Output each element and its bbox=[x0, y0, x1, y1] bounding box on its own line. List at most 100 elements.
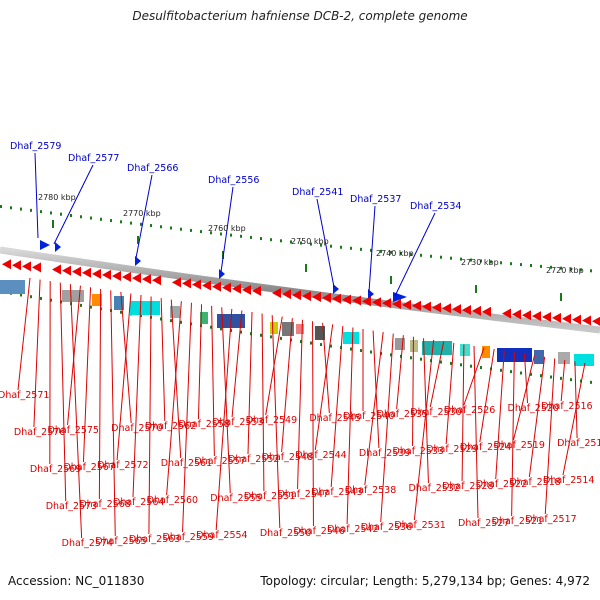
reverse-gene-label: Dhaf_2554 bbox=[196, 530, 247, 541]
reverse-gene-label: Dhaf_2526 bbox=[444, 405, 495, 416]
scale-dot bbox=[160, 317, 162, 321]
reverse-leader-line bbox=[132, 294, 142, 498]
reverse-leader-line bbox=[170, 299, 182, 459]
reverse-gene-arrow bbox=[472, 305, 481, 316]
feature-block bbox=[315, 326, 325, 340]
scale-dot bbox=[330, 244, 332, 248]
reverse-leader-line bbox=[211, 305, 215, 457]
reverse-gene-label: Dhaf_2522 bbox=[476, 479, 527, 490]
scale-dot bbox=[490, 260, 492, 264]
reverse-leader-line bbox=[322, 322, 330, 414]
scale-dot bbox=[40, 210, 42, 214]
feature-block bbox=[0, 280, 25, 294]
reverse-gene-label: Dhaf_2544 bbox=[295, 450, 346, 461]
reverse-leader-line bbox=[247, 311, 253, 455]
scale-dot bbox=[560, 266, 562, 270]
scale-label: 2740 kbp bbox=[376, 249, 414, 258]
forward-leader-line bbox=[394, 212, 436, 297]
reverse-gene-arrow bbox=[142, 274, 151, 285]
scale-dot bbox=[450, 361, 452, 365]
reverse-gene-label: Dhaf_2558 bbox=[178, 419, 229, 430]
scale-dot bbox=[310, 341, 312, 345]
reverse-gene-arrow bbox=[12, 260, 21, 271]
reverse-gene-arrow bbox=[152, 275, 161, 286]
accession-label: Accession: NC_011830 bbox=[8, 574, 145, 588]
reverse-gene-arrow bbox=[352, 295, 361, 306]
reverse-gene-label: Dhaf_2555 bbox=[210, 493, 261, 504]
scale-dot bbox=[30, 208, 32, 212]
forward-gene-label: Dhaf_2541 bbox=[292, 187, 343, 198]
scale-dot bbox=[220, 232, 222, 236]
reverse-gene-arrow bbox=[442, 303, 451, 314]
reverse-gene-label: Dhaf_2569 bbox=[30, 464, 81, 475]
genome-summary: Topology: circular; Length: 5,279,134 bp… bbox=[260, 574, 590, 588]
reverse-gene-arrow bbox=[52, 264, 61, 275]
reverse-gene-arrow bbox=[372, 297, 381, 308]
reverse-gene-labels: Dhaf_2571Dhaf_2576Dhaf_2569Dhaf_2573Dhaf… bbox=[0, 390, 600, 549]
scale-dot bbox=[120, 310, 122, 314]
reverse-leader-line bbox=[160, 298, 166, 422]
scale-dot bbox=[540, 264, 542, 268]
reverse-gene-arrow bbox=[582, 315, 591, 326]
scale-dot bbox=[290, 240, 292, 244]
reverse-leader-line bbox=[562, 362, 586, 476]
scale-dot bbox=[360, 349, 362, 353]
reverse-gene-arrow bbox=[32, 262, 41, 273]
scale-dot bbox=[330, 344, 332, 348]
scale-dot bbox=[300, 339, 302, 343]
reverse-gene-label: Dhaf_2516 bbox=[541, 401, 592, 412]
reverse-gene-label: Dhaf_2560 bbox=[147, 495, 198, 506]
scale-dot bbox=[320, 243, 322, 247]
feature-block bbox=[574, 354, 594, 366]
reverse-gene-arrow bbox=[502, 308, 511, 319]
reverse-leader-line bbox=[512, 355, 536, 441]
scale-dot bbox=[560, 376, 562, 380]
feature-block bbox=[170, 306, 180, 318]
forward-label-leaders bbox=[34, 152, 436, 297]
reverse-leader-line bbox=[231, 310, 243, 418]
reverse-gene-label: Dhaf_2542 bbox=[327, 524, 378, 535]
reverse-gene-arrow bbox=[462, 305, 471, 316]
reverse-leader-line bbox=[221, 307, 231, 494]
reverse-gene-arrow bbox=[2, 259, 11, 270]
reverse-leader-line bbox=[297, 319, 303, 490]
reverse-leader-line bbox=[412, 336, 414, 447]
reverse-gene-label: Dhaf_2538 bbox=[345, 485, 396, 496]
forward-gene-label: Dhaf_2566 bbox=[127, 163, 178, 174]
feature-block bbox=[62, 290, 84, 302]
scale-dot bbox=[160, 225, 162, 229]
reverse-gene-label: Dhaf_2576 bbox=[14, 427, 65, 438]
scale-dot bbox=[400, 251, 402, 255]
scale-dot bbox=[270, 238, 272, 242]
forward-gene-arrow bbox=[333, 284, 339, 294]
reverse-gene-arrow bbox=[292, 290, 301, 301]
reverse-gene-label: Dhaf_2550 bbox=[260, 528, 311, 539]
scale-dot bbox=[50, 298, 52, 302]
reverse-gene-label: Dhaf_2527 bbox=[458, 518, 509, 529]
reverse-leader-line bbox=[528, 356, 546, 478]
forward-leader-line bbox=[316, 198, 335, 288]
scale-dot bbox=[470, 258, 472, 262]
forward-gene-arrow bbox=[135, 256, 141, 266]
reverse-gene-arrow bbox=[202, 280, 211, 291]
scale-dot bbox=[210, 231, 212, 235]
reverse-gene-arrow bbox=[272, 288, 281, 299]
feature-block bbox=[270, 322, 278, 334]
reverse-leader-line bbox=[69, 284, 83, 539]
reverse-gene-label: Dhaf_2551 bbox=[244, 491, 295, 502]
scale-dot bbox=[530, 372, 532, 376]
scale-dot bbox=[280, 336, 282, 340]
scale-dot bbox=[150, 224, 152, 228]
reverse-gene-label: Dhaf_2564 bbox=[113, 497, 164, 508]
forward-leader-line bbox=[53, 164, 94, 245]
scale-dot bbox=[510, 262, 512, 266]
reverse-gene-arrow bbox=[252, 285, 261, 296]
reverse-leader-line bbox=[560, 359, 566, 402]
reverse-gene-label: Dhaf_2565 bbox=[95, 536, 146, 547]
reverse-leader-line bbox=[479, 349, 495, 443]
reverse-gene-arrow bbox=[132, 273, 141, 284]
reverse-gene-label: Dhaf_2517 bbox=[525, 514, 576, 525]
reverse-gene-arrow bbox=[242, 284, 251, 295]
scale-dot bbox=[350, 347, 352, 351]
scale-dot bbox=[180, 227, 182, 231]
